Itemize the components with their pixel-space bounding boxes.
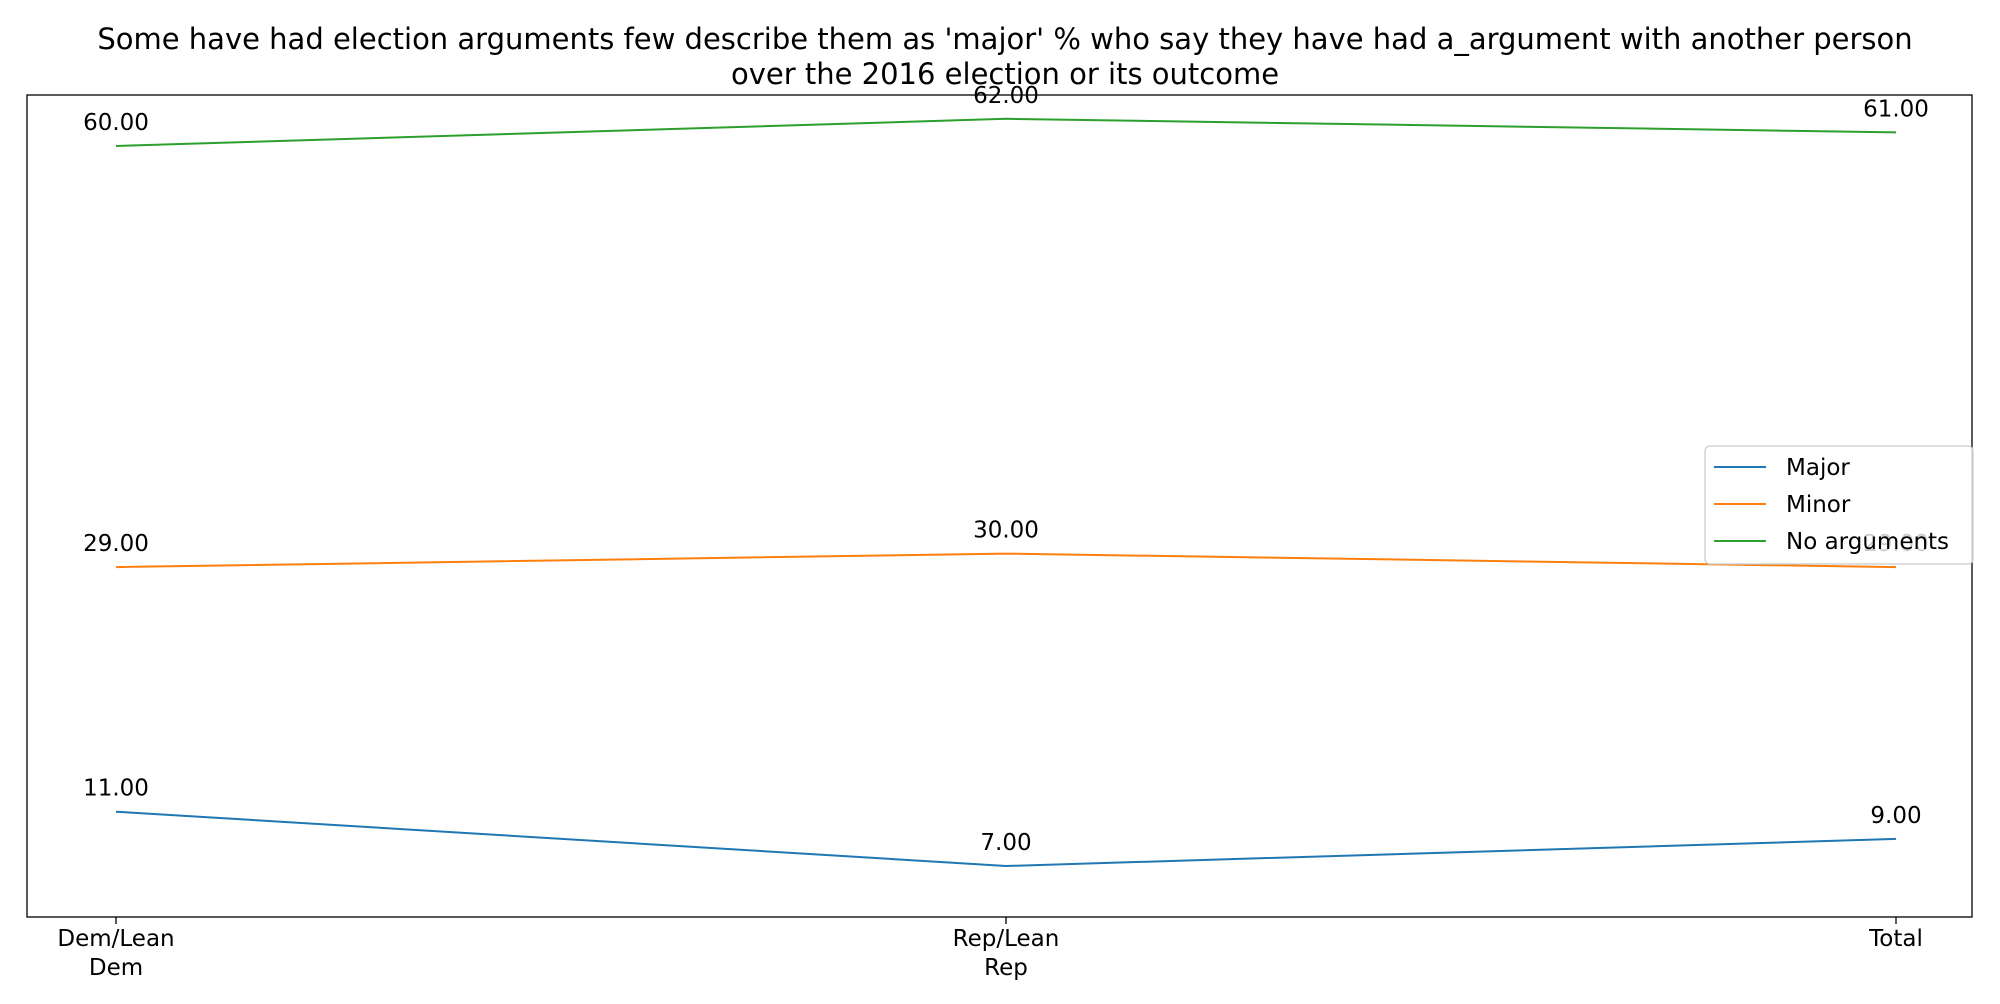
legend-label: Major <box>1786 455 1850 481</box>
legend-label: No arguments <box>1786 529 1949 555</box>
data-label: 9.00 <box>1870 803 1921 829</box>
data-label: 61.00 <box>1863 96 1929 122</box>
data-label: 60.00 <box>83 110 149 136</box>
series-line-minor <box>115 552 1897 569</box>
data-label: 7.00 <box>980 830 1031 856</box>
series-layer <box>115 117 1897 868</box>
x-tick-label: Dem/Lean <box>57 926 174 952</box>
series-line-no-arguments <box>115 117 1897 147</box>
chart-title: Some have had election arguments few des… <box>97 22 1912 91</box>
data-labels-layer: 11.007.009.0029.0030.0029.0060.0062.0061… <box>83 83 1929 856</box>
data-label: 29.00 <box>83 531 149 557</box>
x-tick-label: Total <box>1868 926 1923 952</box>
legend-box <box>1704 445 1974 565</box>
x-axis: Dem/Lean Dem Rep/Lean Rep Total <box>57 917 1923 981</box>
x-tick-label: Dem <box>89 955 143 981</box>
data-label: 30.00 <box>973 518 1039 544</box>
x-tick-label: Rep <box>984 955 1028 981</box>
legend: Major Minor No arguments <box>1704 445 1974 565</box>
chart-title-line-1: Some have had election arguments few des… <box>97 22 1912 56</box>
chart-title-line-2: over the 2016 election or its outcome <box>731 57 1279 91</box>
legend-label: Minor <box>1786 492 1851 518</box>
data-label: 62.00 <box>973 83 1039 109</box>
plot-frame <box>26 94 1973 918</box>
series-line-major <box>115 810 1897 868</box>
data-label: 11.00 <box>83 776 149 802</box>
legend-entries: Major Minor No arguments <box>1714 455 1949 555</box>
x-tick-label: Rep/Lean <box>953 926 1060 952</box>
